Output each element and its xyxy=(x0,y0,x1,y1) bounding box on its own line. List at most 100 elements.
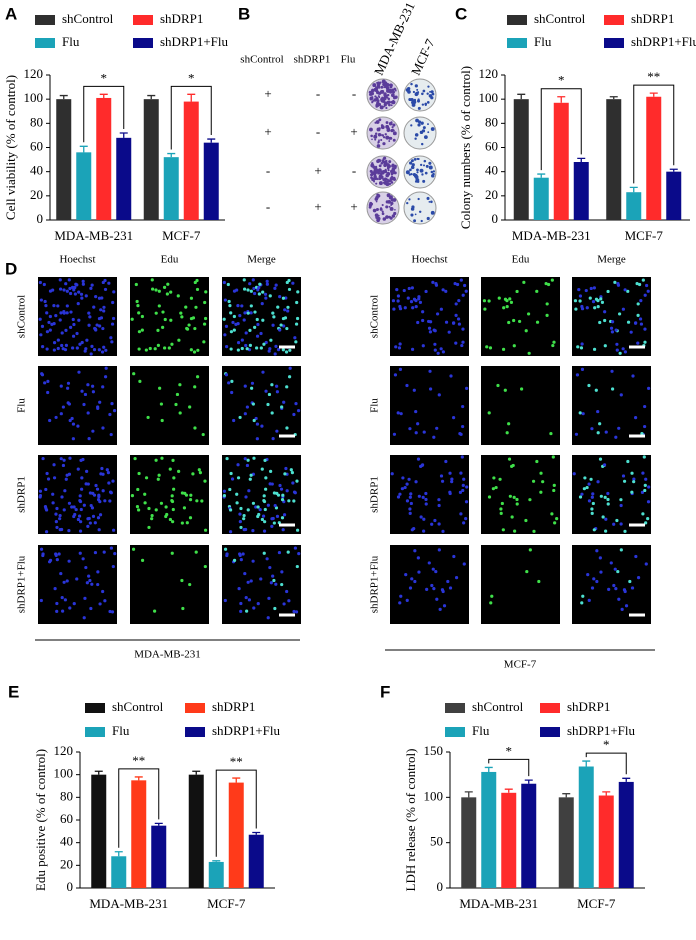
nucleus xyxy=(97,348,101,352)
edu-nucleus xyxy=(157,473,161,477)
merged-nucleus xyxy=(289,468,293,472)
merged-nucleus xyxy=(249,289,253,293)
merged-nucleus xyxy=(248,328,252,332)
colony xyxy=(385,205,389,209)
nucleus xyxy=(396,294,401,298)
column-header: Merge xyxy=(597,254,626,266)
colony xyxy=(375,200,378,203)
nucleus xyxy=(95,487,100,491)
merged-nucleus xyxy=(238,415,242,420)
micrograph xyxy=(130,455,209,534)
merged-nucleus xyxy=(266,616,270,620)
colony xyxy=(374,138,377,141)
edu-nucleus xyxy=(203,300,207,305)
colony xyxy=(371,138,373,141)
nucleus xyxy=(102,550,106,554)
colony xyxy=(369,127,373,132)
legend-label: shDRP1 xyxy=(631,11,674,26)
bar xyxy=(208,861,224,888)
edu-nucleus xyxy=(512,495,516,499)
nucleus xyxy=(417,494,421,498)
nucleus xyxy=(62,311,66,315)
nucleus xyxy=(39,547,44,551)
merged-nucleus xyxy=(239,506,243,511)
merged-nucleus xyxy=(280,498,285,502)
merged-nucleus xyxy=(244,495,248,499)
merged-nucleus xyxy=(269,469,273,474)
bar xyxy=(626,192,642,220)
x-tick-label: MDA-MB-231 xyxy=(54,228,133,243)
edu-nucleus xyxy=(148,346,152,351)
merged-nucleus xyxy=(271,574,275,578)
merged-nucleus xyxy=(295,528,300,532)
merged-nucleus xyxy=(261,290,265,294)
nucleus xyxy=(459,471,463,475)
nucleus xyxy=(398,601,402,605)
error-bar xyxy=(207,138,216,143)
nucleus xyxy=(73,512,77,517)
nucleus xyxy=(58,513,62,518)
significance-label: * xyxy=(603,737,610,752)
colony xyxy=(387,97,391,101)
nucleus xyxy=(41,345,45,349)
colony xyxy=(408,97,412,102)
nucleus xyxy=(66,386,70,390)
colony xyxy=(392,95,397,100)
merged-nucleus xyxy=(581,412,585,416)
legend-label: Flu xyxy=(62,34,80,49)
merged-nucleus xyxy=(261,514,266,518)
merged-nucleus xyxy=(251,278,255,282)
merged-nucleus xyxy=(626,459,630,464)
colony xyxy=(390,137,393,140)
edu-nucleus xyxy=(515,502,519,506)
nucleus xyxy=(437,393,441,397)
edu-nucleus xyxy=(174,402,178,407)
nucleus xyxy=(464,517,468,521)
merged-nucleus xyxy=(600,300,605,304)
nucleus xyxy=(47,320,51,325)
nucleus xyxy=(461,327,465,331)
merged-nucleus xyxy=(232,328,236,332)
nucleus xyxy=(448,490,452,494)
merged-nucleus xyxy=(621,347,625,351)
nucleus xyxy=(82,616,86,620)
nucleus xyxy=(421,495,425,499)
nucleus xyxy=(59,311,63,315)
column-header: shControl xyxy=(240,54,283,66)
colony xyxy=(385,215,389,219)
nucleus xyxy=(109,432,113,437)
colony xyxy=(383,156,387,160)
colony xyxy=(375,165,378,168)
merged-nucleus xyxy=(590,427,594,431)
merged-nucleus xyxy=(287,287,292,292)
edu-nucleus xyxy=(517,319,522,324)
merged-nucleus xyxy=(603,318,607,323)
edu-nucleus xyxy=(137,471,141,476)
significance-label: * xyxy=(188,70,195,85)
merged-nucleus xyxy=(230,379,234,383)
nucleus xyxy=(53,587,57,591)
y-tick-label: 80 xyxy=(485,114,498,129)
merged-nucleus xyxy=(278,483,282,488)
error-bar xyxy=(114,851,123,857)
column-header: Hoechst xyxy=(59,254,95,266)
colony xyxy=(378,96,381,99)
edu-nucleus xyxy=(509,300,514,304)
nucleus xyxy=(416,320,420,325)
colony xyxy=(376,144,381,148)
colony xyxy=(385,124,390,129)
error-bar xyxy=(602,791,611,796)
nucleus xyxy=(61,347,65,351)
merged-nucleus xyxy=(262,551,266,555)
merged-nucleus xyxy=(619,548,623,552)
edu-nucleus xyxy=(491,487,495,491)
colony xyxy=(390,104,393,107)
legend-label: shDRP1+Flu xyxy=(631,34,696,49)
nucleus xyxy=(434,282,438,286)
nucleus xyxy=(90,506,95,510)
nucleus xyxy=(461,340,465,344)
merged-nucleus xyxy=(624,604,629,608)
colony xyxy=(411,98,413,100)
edu-nucleus xyxy=(136,487,140,492)
colony xyxy=(384,161,388,165)
